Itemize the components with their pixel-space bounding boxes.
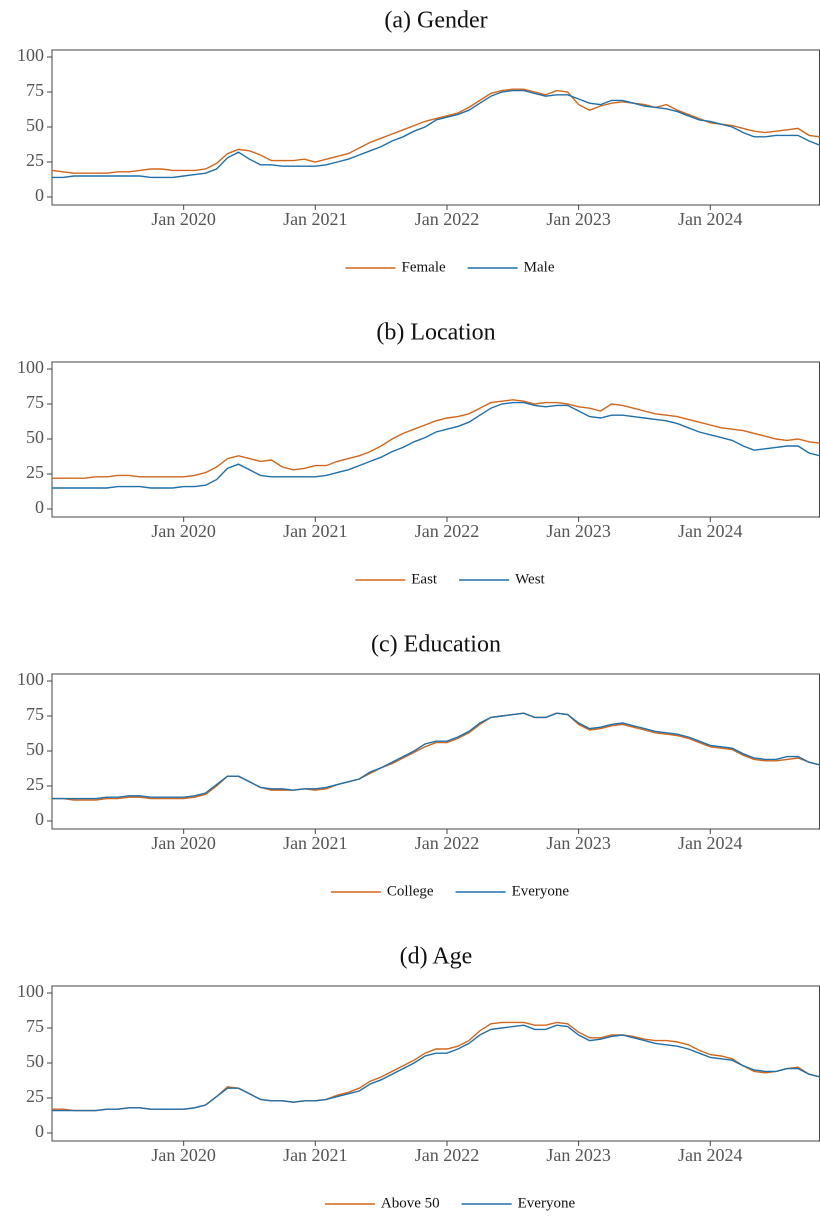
x-tick-label: Jan 2023: [546, 209, 611, 229]
plot-frame: [51, 361, 820, 518]
y-tick-label: 75: [26, 392, 44, 412]
legend-label: Everyone: [512, 883, 570, 899]
x-tick-label: Jan 2023: [546, 833, 611, 853]
y-tick-label: 25: [26, 150, 44, 170]
x-tick-label: Jan 2022: [415, 521, 480, 541]
legend-label: West: [515, 571, 545, 587]
data-line: [52, 399, 820, 479]
legend: College Everyone: [330, 883, 570, 899]
panel: (d) Age 0 25 50 75 100 Jan 2020 Jan 2021 Jan 202…: [17, 944, 820, 1211]
y-tick-label: 50: [26, 739, 44, 759]
y-tick-label: 100: [17, 45, 44, 65]
legend-label: Female: [402, 259, 446, 275]
panel: (b) Location 0 25 50 75 100 Jan 2020 Jan 2021 Ja…: [17, 320, 820, 587]
x-tick-label: Jan 2022: [415, 1145, 480, 1165]
x-tick-label: Jan 2020: [151, 209, 216, 229]
data-line: [52, 401, 820, 489]
y-tick-label: 0: [35, 185, 44, 205]
y-tick-label: 75: [26, 80, 44, 100]
y-tick-label: 100: [17, 981, 44, 1001]
x-tick-label: Jan 2024: [678, 1145, 743, 1165]
x-tick-label: Jan 2021: [283, 521, 348, 541]
data-line: [52, 712, 820, 800]
data-line: [51, 88, 820, 174]
x-tick-label: Jan 2021: [283, 833, 348, 853]
x-tick-label: Jan 2020: [151, 521, 216, 541]
y-tick-label: 25: [26, 1086, 44, 1106]
panel: (c) Education 0 25 50 75 100 Jan 2020 Jan 2021 J…: [17, 632, 820, 899]
y-tick-label: 0: [35, 1121, 44, 1141]
plot-frame: [51, 985, 820, 1142]
legend-label: Everyone: [518, 1195, 576, 1211]
y-tick-label: 50: [26, 115, 44, 135]
x-tick-label: Jan 2024: [678, 209, 743, 229]
x-tick-label: Jan 2020: [151, 1145, 216, 1165]
plot-frame: [51, 673, 820, 830]
y-tick-label: 75: [26, 1016, 44, 1036]
legend-label: Above 50: [381, 1195, 440, 1211]
y-tick-label: 75: [26, 704, 44, 724]
y-tick-label: 25: [26, 774, 44, 794]
x-tick-label: Jan 2023: [546, 521, 611, 541]
x-tick-label: Jan 2020: [151, 833, 216, 853]
x-tick-label: Jan 2023: [546, 1145, 611, 1165]
data-line: [52, 89, 820, 179]
legend: East West: [355, 571, 546, 587]
chart-title: (b) Location: [376, 320, 495, 346]
legend-label: College: [387, 883, 434, 899]
y-tick-label: 0: [35, 497, 44, 517]
legend: Female Male: [345, 259, 555, 275]
data-line: [52, 712, 820, 801]
x-tick-label: Jan 2022: [415, 833, 480, 853]
y-tick-label: 100: [17, 669, 44, 689]
chart-title: (d) Age: [400, 944, 473, 970]
y-tick-label: 25: [26, 462, 44, 482]
x-tick-label: Jan 2021: [283, 209, 348, 229]
y-tick-label: 0: [35, 809, 44, 829]
panel: (a) Gender 0 25 50 75 100 Jan 2020 Jan 2021 Jan …: [17, 8, 820, 275]
y-tick-label: 100: [17, 357, 44, 377]
legend-label: Male: [524, 259, 555, 275]
chart-title: (c) Education: [371, 632, 501, 658]
legend: Above 50 Everyone: [324, 1195, 576, 1211]
legend-label: East: [411, 571, 438, 587]
x-tick-label: Jan 2022: [415, 209, 480, 229]
data-line: [52, 1021, 820, 1112]
x-tick-label: Jan 2024: [678, 833, 743, 853]
y-tick-label: 50: [26, 427, 44, 447]
chart-title: (a) Gender: [384, 8, 487, 34]
plot-frame: [51, 49, 820, 206]
x-tick-label: Jan 2021: [283, 1145, 348, 1165]
x-tick-label: Jan 2024: [678, 521, 743, 541]
y-tick-label: 50: [26, 1051, 44, 1071]
data-line: [52, 1024, 820, 1112]
